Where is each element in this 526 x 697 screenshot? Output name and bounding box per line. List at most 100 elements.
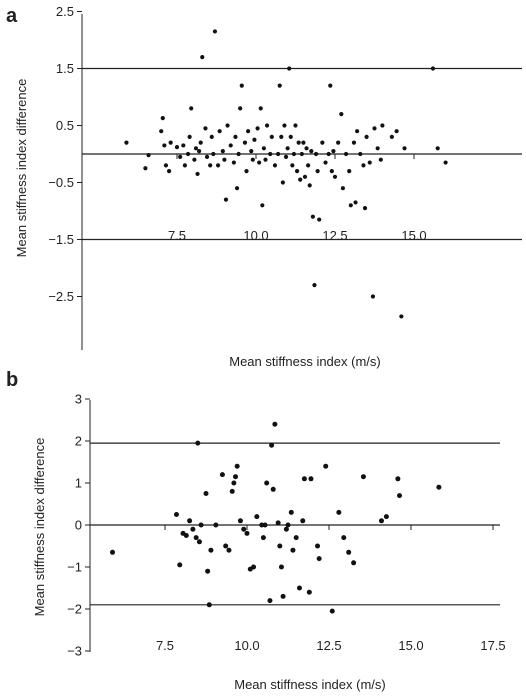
panel-a-data-point — [331, 149, 336, 154]
panel-a-data-point — [203, 126, 208, 131]
panel-a-data-point — [307, 183, 312, 188]
panel-a-y-tick-label: 1.5 — [56, 61, 74, 76]
panel-a-data-point — [378, 157, 383, 162]
panel-b-data-point — [329, 608, 335, 614]
panel-b-data-point — [395, 476, 401, 482]
panel-a-data-point — [367, 160, 372, 165]
panel-a-y-tick-label: −0.5 — [48, 175, 74, 190]
panel-b-data-point — [196, 539, 202, 545]
panel-a-y-axis-title: Mean stiffness index difference — [14, 79, 29, 258]
panel-a-x-tick-label: 15.0 — [401, 228, 426, 243]
panel-a-data-point — [236, 151, 241, 157]
panel-b-x-tick-label: 15.0 — [398, 638, 423, 653]
panel-a-data-point — [246, 129, 251, 134]
panel-a-x-tick-label: 10.0 — [243, 228, 268, 243]
panel-b-data-point — [173, 512, 179, 517]
panel-b-x-ticks: 7.5 10.0 12.5 15.0 17.5 — [156, 525, 506, 653]
panel-a-data-point — [443, 160, 448, 165]
panel-b-data-point — [288, 509, 294, 515]
panel-a-data-point — [362, 206, 368, 211]
panel-b-data-point — [301, 476, 307, 482]
panel-b-data-point — [315, 543, 321, 549]
panel-b-y-tick-label: 1 — [75, 476, 82, 491]
panel-b-data-point — [290, 547, 296, 553]
panel-b-y-tick-label: 0 — [75, 518, 82, 533]
panel-a-data-point — [261, 146, 266, 151]
panel-a-data-point — [340, 186, 345, 191]
panel-b-data-point — [275, 520, 281, 526]
panel-a-data-point — [146, 153, 151, 158]
panel-b-y-ticks: 3 2 1 0 −1 −2 −3 — [67, 392, 90, 659]
panel-b-data-point — [269, 442, 275, 448]
panel-b-data-point — [323, 463, 329, 469]
panel-b-data-point — [193, 535, 199, 541]
panel-a-data-point — [159, 129, 164, 134]
panel-a-data-point — [276, 151, 281, 157]
panel-a-data-point — [285, 146, 290, 151]
panel-a-data-point — [389, 134, 394, 139]
panel-b-data-point — [213, 522, 219, 528]
panel-a-data-point — [370, 294, 376, 299]
panel-a-data-point — [355, 129, 360, 134]
panel-b-data-point — [280, 593, 286, 599]
panel-a-data-point — [181, 143, 186, 148]
panel-a-data-point — [187, 134, 192, 139]
panel-b-data-point — [262, 522, 268, 528]
panel-a-data-point — [211, 151, 216, 157]
panel-b-data-point — [198, 522, 204, 528]
panel-a-data-point — [252, 137, 257, 142]
panel-a-data-point — [178, 154, 183, 159]
panel-b-y-tick-label: −3 — [67, 644, 82, 659]
panel-a-data-point — [272, 163, 278, 168]
panel-a-label: a — [6, 5, 18, 27]
panel-a-data-point — [339, 112, 344, 117]
panel-b-y-tick-label: 3 — [75, 392, 82, 407]
panel-a-data-point — [380, 123, 385, 128]
panel-a-data-point — [348, 203, 353, 208]
panel-a-data-point — [222, 157, 227, 162]
panel-b-data-point — [229, 488, 235, 494]
panel-b-x-tick-label: 17.5 — [480, 638, 505, 653]
panel-a-data-point — [361, 163, 366, 168]
panel-a-data-point — [358, 151, 363, 157]
panel-a-data-point — [167, 169, 172, 174]
panel-b-reference-lines — [90, 442, 500, 606]
panel-a-data-point — [244, 169, 249, 174]
panel-b-data-point — [219, 472, 225, 478]
panel-a: a 2.51.50.5−0.5−1.5−2.5 7.5 10.0 12.5 15.0 … — [6, 4, 522, 369]
panel-a-data-point — [269, 134, 274, 139]
panel-a-data-point — [234, 186, 240, 191]
panel-b-data-point — [234, 463, 240, 469]
panel-b-data-point — [241, 526, 247, 532]
panel-a-y-tick-label: −2.5 — [48, 289, 74, 304]
panel-a-data-point — [189, 106, 194, 111]
panel-b-data-point — [223, 543, 229, 549]
panel-b-y-tick-label: −1 — [67, 560, 82, 575]
panel-a-data-point — [291, 151, 297, 157]
panel-a-data-point — [185, 151, 191, 157]
panel-a-data-point — [304, 146, 309, 151]
panel-b-data-point — [208, 547, 214, 553]
panel-b-data-point — [397, 493, 403, 499]
panel-a-data-point — [402, 146, 407, 151]
panel-a-data-point — [323, 160, 328, 165]
panel-a-data-point — [143, 166, 148, 171]
panel-a-data-point — [268, 151, 273, 157]
panel-a-data-point — [231, 160, 236, 165]
panel-b-data-point — [254, 514, 260, 520]
panel-a-data-point — [312, 283, 317, 288]
panel-a-data-point — [263, 157, 268, 162]
panel-a-x-tick-label: 7.5 — [168, 228, 186, 243]
panel-b-data-point — [360, 474, 366, 480]
panel-a-data-point — [315, 169, 320, 174]
panel-a-data-point — [168, 140, 173, 145]
panel-a-data-point — [124, 140, 129, 145]
panel-b-data-point — [195, 440, 201, 446]
panel-a-x-tick-label: 12.5 — [322, 228, 347, 243]
panel-a-data-point — [174, 145, 180, 150]
panel-a-data-point — [351, 140, 357, 145]
panel-a-data-point — [255, 126, 260, 131]
panel-a-data-point — [212, 29, 218, 34]
panel-a-data-point — [163, 163, 169, 168]
